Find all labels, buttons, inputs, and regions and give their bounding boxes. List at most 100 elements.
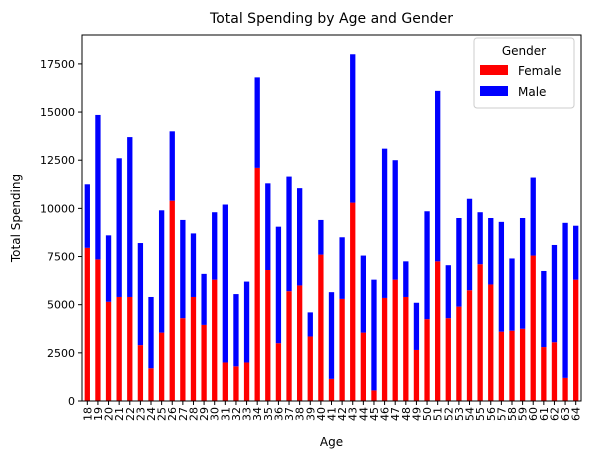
- y-tick-label: 0: [68, 395, 75, 408]
- bars-group: [84, 54, 579, 401]
- bar-male-48: [403, 261, 409, 297]
- bar-female-52: [445, 318, 451, 401]
- x-tick-label: 33: [241, 407, 254, 421]
- bar-male-33: [243, 281, 250, 363]
- bar-female-19: [95, 259, 101, 401]
- x-tick-label: 64: [570, 407, 583, 421]
- x-tick-label: 58: [506, 407, 519, 421]
- y-tick-label: 10000: [40, 202, 75, 215]
- bar-female-55: [477, 264, 483, 401]
- chart-title: Total Spending by Age and Gender: [209, 11, 453, 27]
- x-tick-label: 45: [368, 407, 381, 421]
- bar-female-64: [573, 279, 579, 401]
- legend-label-male: Male: [518, 85, 546, 99]
- bar-male-19: [95, 114, 101, 260]
- y-axis-label: Total Spending: [9, 174, 23, 263]
- legend-title: Gender: [502, 44, 546, 58]
- x-tick-label: 35: [262, 407, 275, 421]
- bar-male-38: [296, 188, 303, 286]
- bar-female-28: [190, 296, 197, 401]
- bar-female-26: [169, 200, 175, 401]
- bar-female-32: [233, 366, 239, 401]
- bar-male-37: [286, 176, 292, 292]
- bar-female-42: [339, 298, 345, 401]
- bar-male-24: [148, 296, 154, 369]
- bar-male-52: [445, 265, 451, 319]
- bar-male-41: [328, 292, 335, 379]
- legend-swatch-male: [480, 86, 508, 96]
- x-tick-label: 23: [134, 407, 147, 421]
- bar-female-48: [403, 296, 409, 401]
- legend-swatch-female: [480, 65, 508, 75]
- x-tick-label: 46: [379, 407, 392, 421]
- bar-male-61: [541, 270, 547, 348]
- bar-male-35: [265, 183, 271, 271]
- x-tick-label: 26: [166, 407, 179, 421]
- bar-female-58: [509, 330, 515, 401]
- bar-male-21: [116, 158, 122, 297]
- x-tick-label: 22: [124, 407, 137, 421]
- bar-female-37: [286, 291, 292, 401]
- bar-male-29: [201, 273, 207, 325]
- bar-female-43: [350, 202, 356, 401]
- x-tick-label: 25: [156, 407, 169, 421]
- bar-female-20: [105, 301, 112, 401]
- bar-female-56: [488, 284, 494, 401]
- bar-male-43: [350, 54, 356, 203]
- bar-male-25: [158, 210, 165, 333]
- x-tick-label: 38: [294, 407, 307, 421]
- bar-male-62: [551, 244, 558, 343]
- legend-label-female: Female: [518, 64, 561, 78]
- bar-male-30: [212, 212, 218, 280]
- bar-male-39: [307, 312, 313, 337]
- x-tick-label: 20: [103, 407, 116, 421]
- bar-female-23: [137, 345, 144, 401]
- x-tick-label: 62: [548, 407, 561, 421]
- bar-male-45: [371, 279, 377, 391]
- bar-female-45: [371, 390, 377, 401]
- legend: Gender Female Male: [473, 37, 575, 109]
- bar-male-23: [137, 243, 144, 346]
- bar-male-32: [233, 294, 239, 367]
- bar-female-39: [307, 336, 313, 401]
- bar-male-60: [530, 177, 536, 256]
- bar-female-57: [498, 331, 505, 401]
- x-tick-label: 52: [442, 407, 455, 421]
- x-tick-label: 59: [517, 407, 530, 421]
- x-tick-label: 42: [336, 407, 349, 421]
- bar-female-53: [456, 306, 462, 401]
- x-tick-label: 63: [559, 407, 572, 421]
- x-tick-label: 40: [315, 407, 328, 421]
- x-tick-label: 31: [219, 407, 232, 421]
- x-tick-label: 30: [209, 407, 222, 421]
- x-tick-label: 54: [464, 407, 477, 421]
- bar-female-25: [158, 332, 165, 401]
- bar-male-36: [275, 226, 282, 344]
- bar-male-31: [222, 204, 228, 363]
- bar-male-27: [180, 219, 186, 319]
- y-tick-label: 7500: [47, 251, 75, 264]
- bar-male-22: [127, 137, 133, 297]
- x-tick-label: 21: [113, 407, 126, 421]
- bar-male-54: [466, 198, 473, 291]
- x-tick-label: 60: [527, 407, 540, 421]
- legend-items: Female Male: [480, 64, 561, 99]
- bar-female-30: [212, 279, 218, 401]
- bar-female-40: [318, 254, 324, 401]
- x-tick-label: 27: [177, 407, 190, 421]
- bar-female-31: [222, 362, 228, 401]
- bar-female-60: [530, 255, 536, 401]
- bar-female-21: [116, 296, 122, 401]
- x-tick-label: 56: [485, 407, 498, 421]
- x-tick-label: 50: [421, 407, 434, 421]
- bar-male-50: [424, 211, 430, 320]
- x-tick-label: 36: [272, 407, 285, 421]
- bar-male-58: [509, 258, 515, 331]
- bar-male-63: [562, 222, 568, 378]
- bar-female-41: [328, 378, 335, 401]
- bar-female-47: [392, 279, 398, 401]
- x-tick-label: 61: [538, 407, 551, 421]
- x-tick-label: 32: [230, 407, 243, 421]
- bar-female-38: [296, 285, 303, 401]
- x-tick-label: 44: [357, 407, 370, 421]
